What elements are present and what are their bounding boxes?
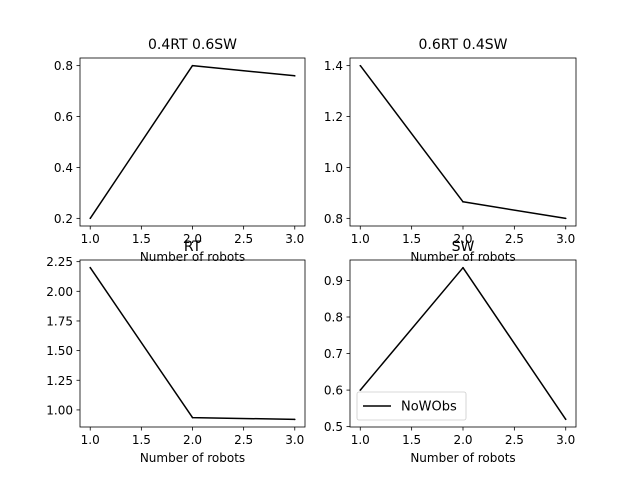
x-axis-label: Number of robots xyxy=(140,451,245,465)
y-tick-label: 1.25 xyxy=(46,374,73,388)
x-tick-label: 1.5 xyxy=(402,232,421,246)
subplot-4: SW 1.0 1.5 2.0 2.5 3.0 0.5 0.6 0.7 0.8 0.9 Number o… xyxy=(324,239,577,465)
y-tick-label: 1.2 xyxy=(324,110,343,124)
data-point xyxy=(191,64,194,67)
x-tick-label: 3.0 xyxy=(556,433,575,447)
x-axis-label: Number of robots xyxy=(140,250,245,264)
data-point xyxy=(359,389,362,391)
data-point xyxy=(359,64,362,67)
x-axis-label: Number of robots xyxy=(410,250,515,264)
y-tick-label: 0.4 xyxy=(54,161,73,175)
x-tick-label: 2.0 xyxy=(453,232,472,246)
x-tick-label: 2.5 xyxy=(505,232,524,246)
subplot-2: 0.6RT 0.4SW 1.0 1.5 2.0 2.5 3.0 0.8 1.0 1.2 1.4 Nu… xyxy=(324,37,577,264)
chart-title: 0.4RT 0.6SW xyxy=(148,37,237,53)
x-tick-label: 1.5 xyxy=(132,232,151,246)
series-line-1 xyxy=(89,267,295,421)
x-tick-label: 1.5 xyxy=(402,433,421,447)
data-point xyxy=(191,416,194,419)
data-point xyxy=(89,217,92,220)
y-tick-label: 0.8 xyxy=(324,311,343,325)
x-tick-label: 3.0 xyxy=(285,232,304,246)
data-point xyxy=(462,266,464,269)
data-point xyxy=(462,201,464,203)
x-tick-label: 2.5 xyxy=(234,433,253,447)
subplot-3: RT 1.0 1.5 2.0 2.5 3.0 1.00 1.25 1.50 1.75 2.00 2.2… xyxy=(46,239,306,465)
y-tick-label: 0.5 xyxy=(324,420,343,434)
x-tick-label: 1.0 xyxy=(81,232,100,246)
x-tick-label: 1.0 xyxy=(351,232,370,246)
x-tick-label: 1.5 xyxy=(132,433,151,447)
data-point xyxy=(564,418,567,421)
x-tick-label: 1.0 xyxy=(81,433,100,447)
x-tick-label: 3.0 xyxy=(556,232,575,246)
data-point xyxy=(89,266,92,269)
legend-box xyxy=(356,391,467,421)
y-tick-label: 0.7 xyxy=(324,347,343,361)
data-point xyxy=(564,217,567,220)
x-tick-label: 3.0 xyxy=(285,433,304,447)
y-tick-label: 0.6 xyxy=(324,384,343,398)
x-tick-label: 2.5 xyxy=(234,232,253,246)
y-tick-label: 0.2 xyxy=(54,212,73,226)
series-line-1 xyxy=(89,64,295,219)
x-tick-label: 1.0 xyxy=(351,433,370,447)
y-tick-label: 0.6 xyxy=(54,110,73,124)
y-tick-label: 0.8 xyxy=(324,212,343,226)
y-tick-label: 0.8 xyxy=(54,59,73,73)
x-tick-label: 2.0 xyxy=(183,433,202,447)
y-tick-label: 0.9 xyxy=(324,274,343,288)
series-line-1 xyxy=(359,65,566,220)
x-axis-label: Number of robots xyxy=(410,451,515,465)
y-tick-label: 2.25 xyxy=(46,255,73,269)
y-tick-label: 1.00 xyxy=(46,403,73,417)
y-tick-label: 1.75 xyxy=(46,314,73,328)
y-tick-label: 2.00 xyxy=(46,285,73,299)
chart-title: RT xyxy=(184,239,202,255)
subplot-1: 0.4RT 0.6SW 1.0 1.5 2.0 2.5 3.0 0.2 0.4 0.6 0.8 Nu… xyxy=(54,37,306,264)
y-tick-label: 1.50 xyxy=(46,344,73,358)
data-point xyxy=(293,418,296,421)
chart-title: 0.6RT 0.4SW xyxy=(419,37,508,53)
y-tick-label: 1.0 xyxy=(324,161,343,175)
plot-frame xyxy=(79,57,306,227)
x-tick-label: 2.0 xyxy=(453,433,472,447)
plot-frame xyxy=(79,259,306,428)
data-point xyxy=(293,75,296,77)
chart-title: SW xyxy=(452,239,475,255)
y-tick-label: 1.4 xyxy=(324,59,343,73)
x-tick-label: 2.5 xyxy=(505,433,524,447)
x-tick-label: 2.0 xyxy=(183,232,202,246)
legend-label: NoWObs xyxy=(401,400,457,415)
